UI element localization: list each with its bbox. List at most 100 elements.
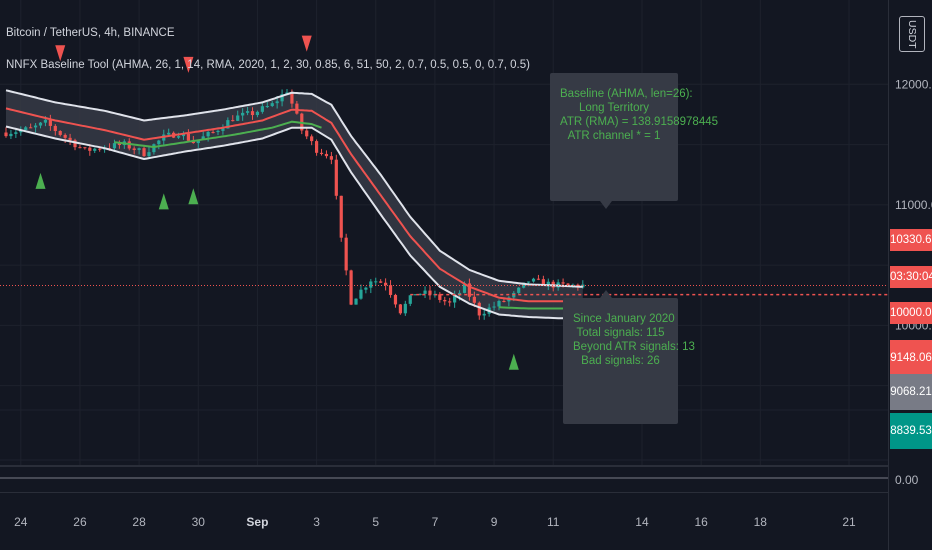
candle-body [443, 299, 447, 302]
indicator-title[interactable]: NNFX Baseline Tool (AHMA, 26, 1, 14, RMA… [6, 59, 530, 71]
candle-body [571, 284, 575, 286]
candle-body [354, 298, 358, 305]
candle-body [541, 279, 545, 286]
candle-body [398, 304, 402, 314]
currency-selector[interactable]: USDT [899, 16, 925, 52]
symbol-title[interactable]: Bitcoin / TetherUS, 4h, BINANCE [6, 27, 175, 39]
candle-body [536, 278, 541, 280]
candle-body [324, 153, 329, 157]
candle-body [33, 125, 38, 128]
time-tick-label: 3 [313, 515, 320, 529]
baseline-info-tooltip: Baseline (AHMA, len=26): Long Territory … [550, 73, 719, 201]
price-scale-label: 10330.60 [890, 229, 932, 251]
candle-body [492, 306, 496, 308]
candle-body [438, 294, 442, 300]
candle-body [48, 119, 52, 126]
time-tick-label: 26 [73, 515, 87, 529]
candle-body [43, 119, 48, 123]
time-tick-label: 18 [754, 515, 768, 529]
candle-body [93, 148, 97, 151]
candle-body [482, 313, 486, 316]
time-tick-label: Sep [246, 515, 268, 529]
candle-body [226, 120, 230, 129]
price-tick-label: 11000.00 [895, 198, 932, 212]
candle-body [88, 147, 92, 151]
candle-body [393, 294, 398, 305]
candle-body [63, 134, 67, 138]
tooltip-line: Beyond ATR signals: 13 [573, 341, 695, 353]
candle-body [231, 120, 235, 122]
time-tick-label: 21 [842, 515, 856, 529]
candle-body [157, 140, 161, 145]
time-tick-label: 5 [372, 515, 379, 529]
candle-body [384, 282, 388, 286]
candle-body [270, 103, 274, 107]
candle-body [339, 195, 343, 238]
candle-body [83, 147, 87, 149]
candle-body [423, 290, 427, 294]
candle-body [186, 133, 191, 141]
candle-body [359, 289, 363, 299]
candle-body [462, 283, 467, 293]
candle-body [280, 94, 284, 102]
candle-body [142, 148, 146, 157]
buy-signal-triangle [35, 172, 46, 189]
candle-body [369, 281, 373, 288]
candle-body [305, 130, 309, 137]
buy-signal-triangle [188, 188, 199, 205]
tooltip-line: ATR channel * = 1 [567, 130, 661, 142]
baseline-line [5, 107, 583, 303]
oscillator-zero-label: 0.00 [895, 473, 919, 487]
signal-markers [35, 35, 519, 370]
candle-body [334, 159, 338, 196]
chart-grid [0, 0, 888, 479]
price-scale-label: 03:30:04 [890, 266, 932, 288]
tooltip-line: Bad signals: 26 [581, 355, 660, 367]
candle-body [453, 295, 457, 303]
candle-body [137, 148, 141, 151]
candle-body [566, 283, 570, 285]
candle-body [78, 147, 82, 149]
price-level-lines [0, 285, 888, 296]
candle-body [241, 112, 245, 116]
buy-signal-triangle [158, 193, 169, 210]
candle-body [467, 283, 472, 297]
candle-body [314, 141, 319, 153]
price-scale-label: 8839.53 [890, 413, 932, 449]
candle-body [132, 148, 136, 151]
price-scale-label: 10000.00 [890, 302, 932, 324]
candle-body [531, 278, 536, 282]
signal-stats-tooltip: Since January 2020 Total signals: 115 Be… [563, 298, 695, 424]
candle-body [418, 293, 422, 295]
tooltip-line: ATR (RMA) = 138.9158978445 [560, 116, 719, 128]
time-tick-label: 28 [132, 515, 146, 529]
baseline-signal-line [114, 120, 322, 149]
candle-body [201, 136, 205, 140]
time-tick-label: 14 [635, 515, 649, 529]
candle-body [448, 301, 452, 303]
candle-body [29, 127, 33, 129]
candle-body [349, 270, 353, 305]
candle-body [260, 106, 264, 112]
candle-body [275, 101, 279, 104]
time-tick-label: 24 [14, 515, 28, 529]
candle-body [526, 281, 531, 283]
candle-body [517, 287, 521, 293]
candle-body [211, 132, 215, 134]
candle-body [295, 103, 299, 114]
time-tick-label: 30 [192, 515, 206, 529]
candle-body [379, 281, 383, 283]
candle-body [388, 285, 393, 295]
time-tick-label: 16 [694, 515, 708, 529]
candle-body [561, 282, 565, 284]
time-tick-label: 9 [491, 515, 498, 529]
candle-body [502, 300, 506, 302]
candle-body [374, 281, 378, 283]
candle-body [477, 302, 481, 316]
candle-body [196, 139, 200, 144]
candle-body [24, 127, 28, 131]
candle-body [216, 130, 220, 133]
candle-body [472, 296, 476, 303]
tooltip-line: Baseline (AHMA, len=26): [560, 88, 693, 100]
